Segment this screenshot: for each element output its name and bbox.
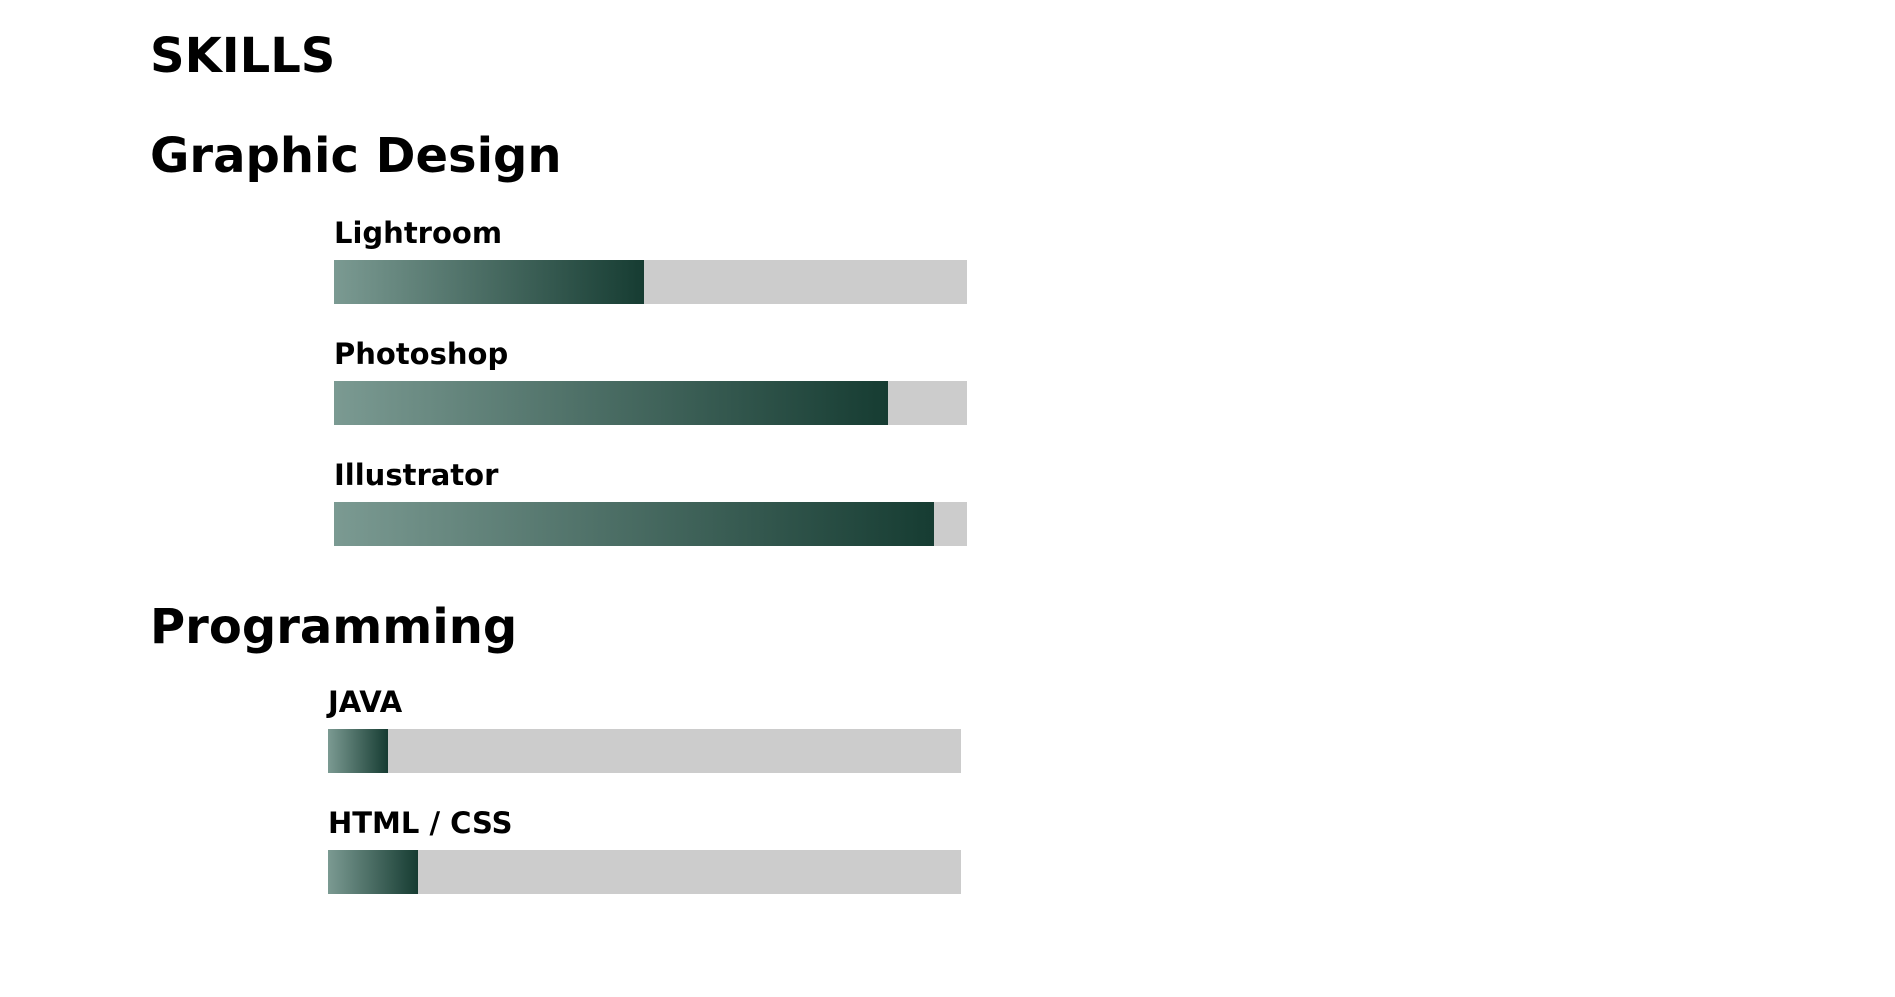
skill-bar-track	[328, 729, 961, 773]
skill-label: HTML / CSS	[328, 806, 513, 840]
skill-bar-track	[334, 502, 967, 546]
skill-photoshop: Photoshop	[334, 337, 967, 425]
skill-label: Illustrator	[334, 458, 499, 492]
skill-bar-fill	[334, 381, 888, 425]
skill-java: JAVA	[328, 685, 961, 773]
skill-bar-track	[328, 850, 961, 894]
skill-bar-fill	[334, 502, 935, 546]
section-title-programming: Programming	[150, 599, 518, 655]
skill-bar-fill	[328, 729, 389, 773]
skill-bar-fill	[328, 850, 418, 894]
skill-label: Photoshop	[334, 337, 509, 371]
skill-bar-fill	[334, 260, 645, 304]
section-title-graphic-design: Graphic Design	[150, 128, 562, 184]
skill-bar-track	[334, 260, 967, 304]
skill-label: Lightroom	[334, 216, 503, 250]
skill-bar-track	[334, 381, 967, 425]
skill-lightroom: Lightroom	[334, 216, 967, 304]
page-title: SKILLS	[150, 28, 336, 84]
skill-label: JAVA	[328, 685, 403, 719]
skill-html-css: HTML / CSS	[328, 806, 961, 894]
skill-illustrator: Illustrator	[334, 458, 967, 546]
